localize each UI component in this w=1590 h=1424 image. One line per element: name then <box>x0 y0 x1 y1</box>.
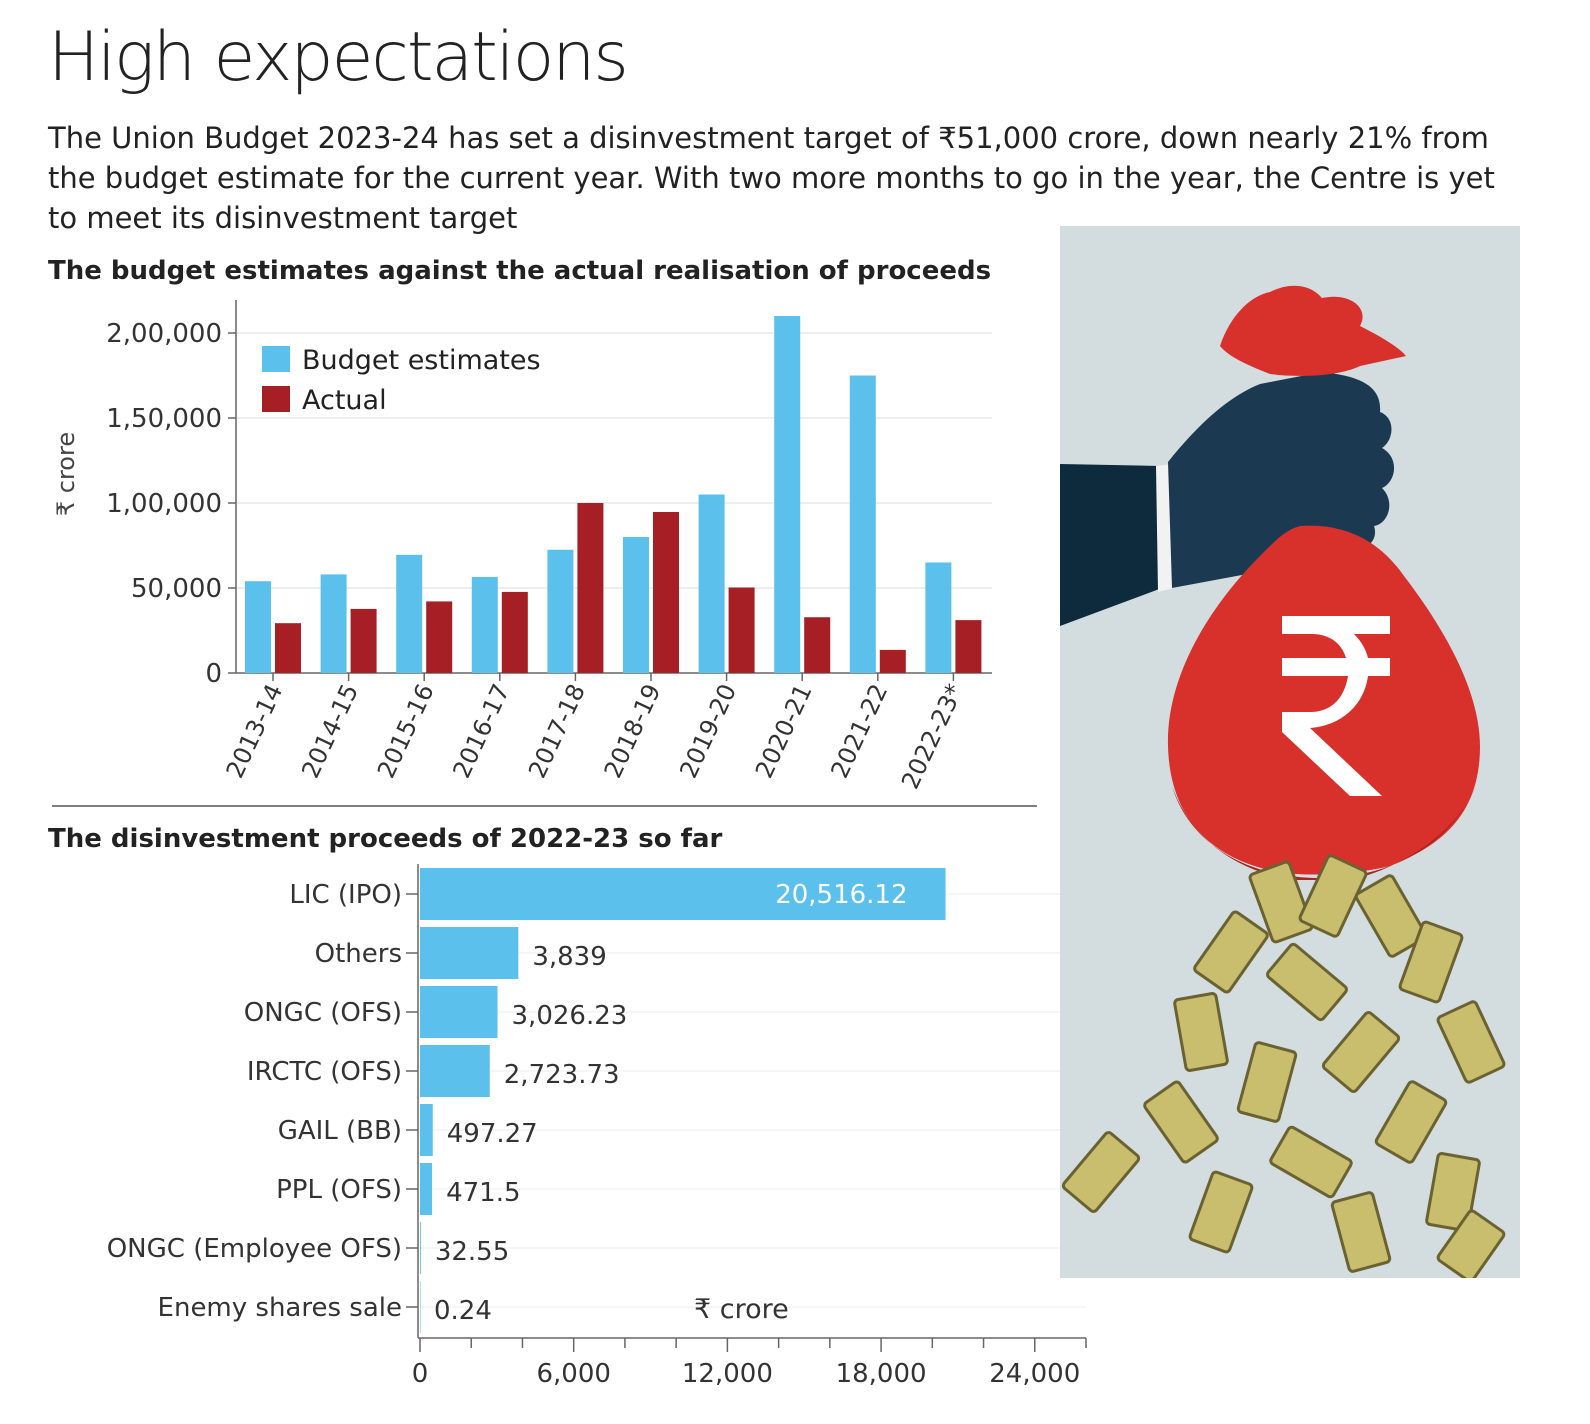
budget-estimate-bar <box>623 537 649 673</box>
bar-xtick-label: 2022-23* <box>896 680 969 794</box>
actual-bar <box>879 649 906 673</box>
actual-bar <box>426 601 453 673</box>
bar-chart-ylabel: ₹ crore <box>52 432 80 516</box>
legend-swatch-budget <box>262 346 290 372</box>
hbar-bar <box>420 1163 433 1215</box>
budget-estimate-bar <box>245 581 271 673</box>
hbar-category-label: ONGC (OFS) <box>244 998 402 1028</box>
legend-swatch-actual <box>262 386 290 412</box>
budget-estimate-bar <box>471 576 498 673</box>
budget-estimate-bar <box>320 574 347 673</box>
hbar-value-label: 2,723.73 <box>504 1060 620 1090</box>
hbar-chart-x-axis: 0 6,000 12,000 18,000 24,000 LIC (IPO) Others O… <box>107 864 1087 1389</box>
actual-bar <box>728 587 755 673</box>
bar-chart-bars <box>245 316 982 673</box>
actual-bar <box>955 620 982 673</box>
hbar-value-label: 20,516.12 <box>775 880 907 910</box>
hbar-value-label: 497.27 <box>447 1119 538 1149</box>
budget-estimate-bar <box>698 494 725 673</box>
actual-bar <box>501 591 528 673</box>
hbar-value-label: 0.24 <box>434 1296 492 1326</box>
proceeds-2022-23-chart: The disinvestment proceeds of 2022-23 so… <box>48 824 1087 1389</box>
bar-xtick-label: 2018-19 <box>599 680 667 783</box>
hbar-value-label: 32.55 <box>435 1237 509 1267</box>
bar-xtick-label: 2017-18 <box>523 680 591 783</box>
legend-label-budget: Budget estimates <box>302 345 541 376</box>
hbar-value-label: 3,026.23 <box>512 1001 628 1031</box>
budget-estimate-bar <box>547 549 574 673</box>
hbar-category-label: Enemy shares sale <box>158 1293 402 1323</box>
bar-ytick-label: 50,000 <box>131 574 222 604</box>
budget-estimate-bar <box>774 316 801 673</box>
bar-ytick-label: 1,00,000 <box>106 489 222 519</box>
bar-chart-legend: Budget estimates Actual <box>262 345 541 416</box>
actual-bar <box>804 617 831 673</box>
bar-ytick-label: 2,00,000 <box>106 319 222 349</box>
bar-chart-x-axis: 2013-14 2014-15 2015-16 2016-17 2017-18 2018-… <box>221 673 969 793</box>
bar-xtick-label: 2016-17 <box>447 680 515 783</box>
bar-xtick-label: 2020-21 <box>750 680 818 783</box>
hbar-bar <box>420 1222 421 1274</box>
hbar-category-label: GAIL (BB) <box>278 1116 402 1146</box>
money-bag <box>1167 525 1480 875</box>
hbar-value-label: 3,839 <box>532 942 606 972</box>
bar-xtick-label: 2021-22 <box>825 680 893 783</box>
budget-estimate-bar <box>849 375 876 673</box>
page-subtitle: The Union Budget 2023-24 has set a disin… <box>48 121 1495 235</box>
hbar-category-label: ONGC (Employee OFS) <box>107 1234 402 1264</box>
hbar-chart-grid <box>420 893 1086 1308</box>
actual-bar <box>577 503 604 673</box>
legend-label-actual: Actual <box>302 385 387 416</box>
hbar-bar <box>420 1281 421 1333</box>
hbar-category-label: LIC (IPO) <box>289 880 402 910</box>
budget-estimate-bar <box>396 554 423 673</box>
budget-estimate-bar <box>925 562 952 673</box>
hbar-xtick-label: 24,000 <box>989 1359 1080 1389</box>
bar-chart-title: The budget estimates against the actual … <box>48 256 991 286</box>
bag-top-cloth <box>1220 285 1406 376</box>
hbar-xtick-label: 0 <box>412 1359 429 1389</box>
bar-xtick-label: 2014-15 <box>296 680 364 783</box>
page-title: High expectations <box>48 18 629 97</box>
hbar-bar <box>420 1045 490 1097</box>
bar-xtick-label: 2013-14 <box>221 680 289 783</box>
hbar-value-label: 471.5 <box>446 1178 520 1208</box>
bar-ytick-label: 0 <box>205 659 222 689</box>
hbar-bar <box>420 986 498 1038</box>
hbar-xtick-label: 6,000 <box>536 1359 610 1389</box>
bar-xtick-label: 2019-20 <box>674 680 742 783</box>
bar-ytick-label: 1,50,000 <box>106 404 222 434</box>
hbar-xtick-label: 18,000 <box>836 1359 927 1389</box>
hbar-chart-unit-label: ₹ crore <box>694 1294 789 1325</box>
hbar-bar <box>420 1104 433 1156</box>
hbar-xtick-label: 12,000 <box>682 1359 773 1389</box>
money-bag-illustration <box>1060 226 1520 1278</box>
hbar-bar <box>420 927 519 979</box>
budget-vs-actual-chart: The budget estimates against the actual … <box>48 256 1037 807</box>
actual-bar <box>653 512 679 673</box>
falling-banknotes <box>1061 854 1506 1278</box>
rupee-icon <box>1282 616 1390 796</box>
hbar-chart-title: The disinvestment proceeds of 2022-23 so… <box>48 824 723 854</box>
actual-bar <box>275 623 301 673</box>
hbar-category-label: PPL (OFS) <box>276 1175 402 1205</box>
hbar-category-label: Others <box>315 939 402 969</box>
hbar-bar <box>420 868 946 920</box>
hbar-chart-bars: 20,516.12 3,839 3,026.23 2,723.73 497.27 471.… <box>420 868 946 1333</box>
bar-xtick-label: 2015-16 <box>372 680 440 783</box>
hbar-category-label: IRCTC (OFS) <box>247 1057 402 1087</box>
suit-sleeve <box>1060 464 1162 626</box>
actual-bar <box>350 608 377 673</box>
